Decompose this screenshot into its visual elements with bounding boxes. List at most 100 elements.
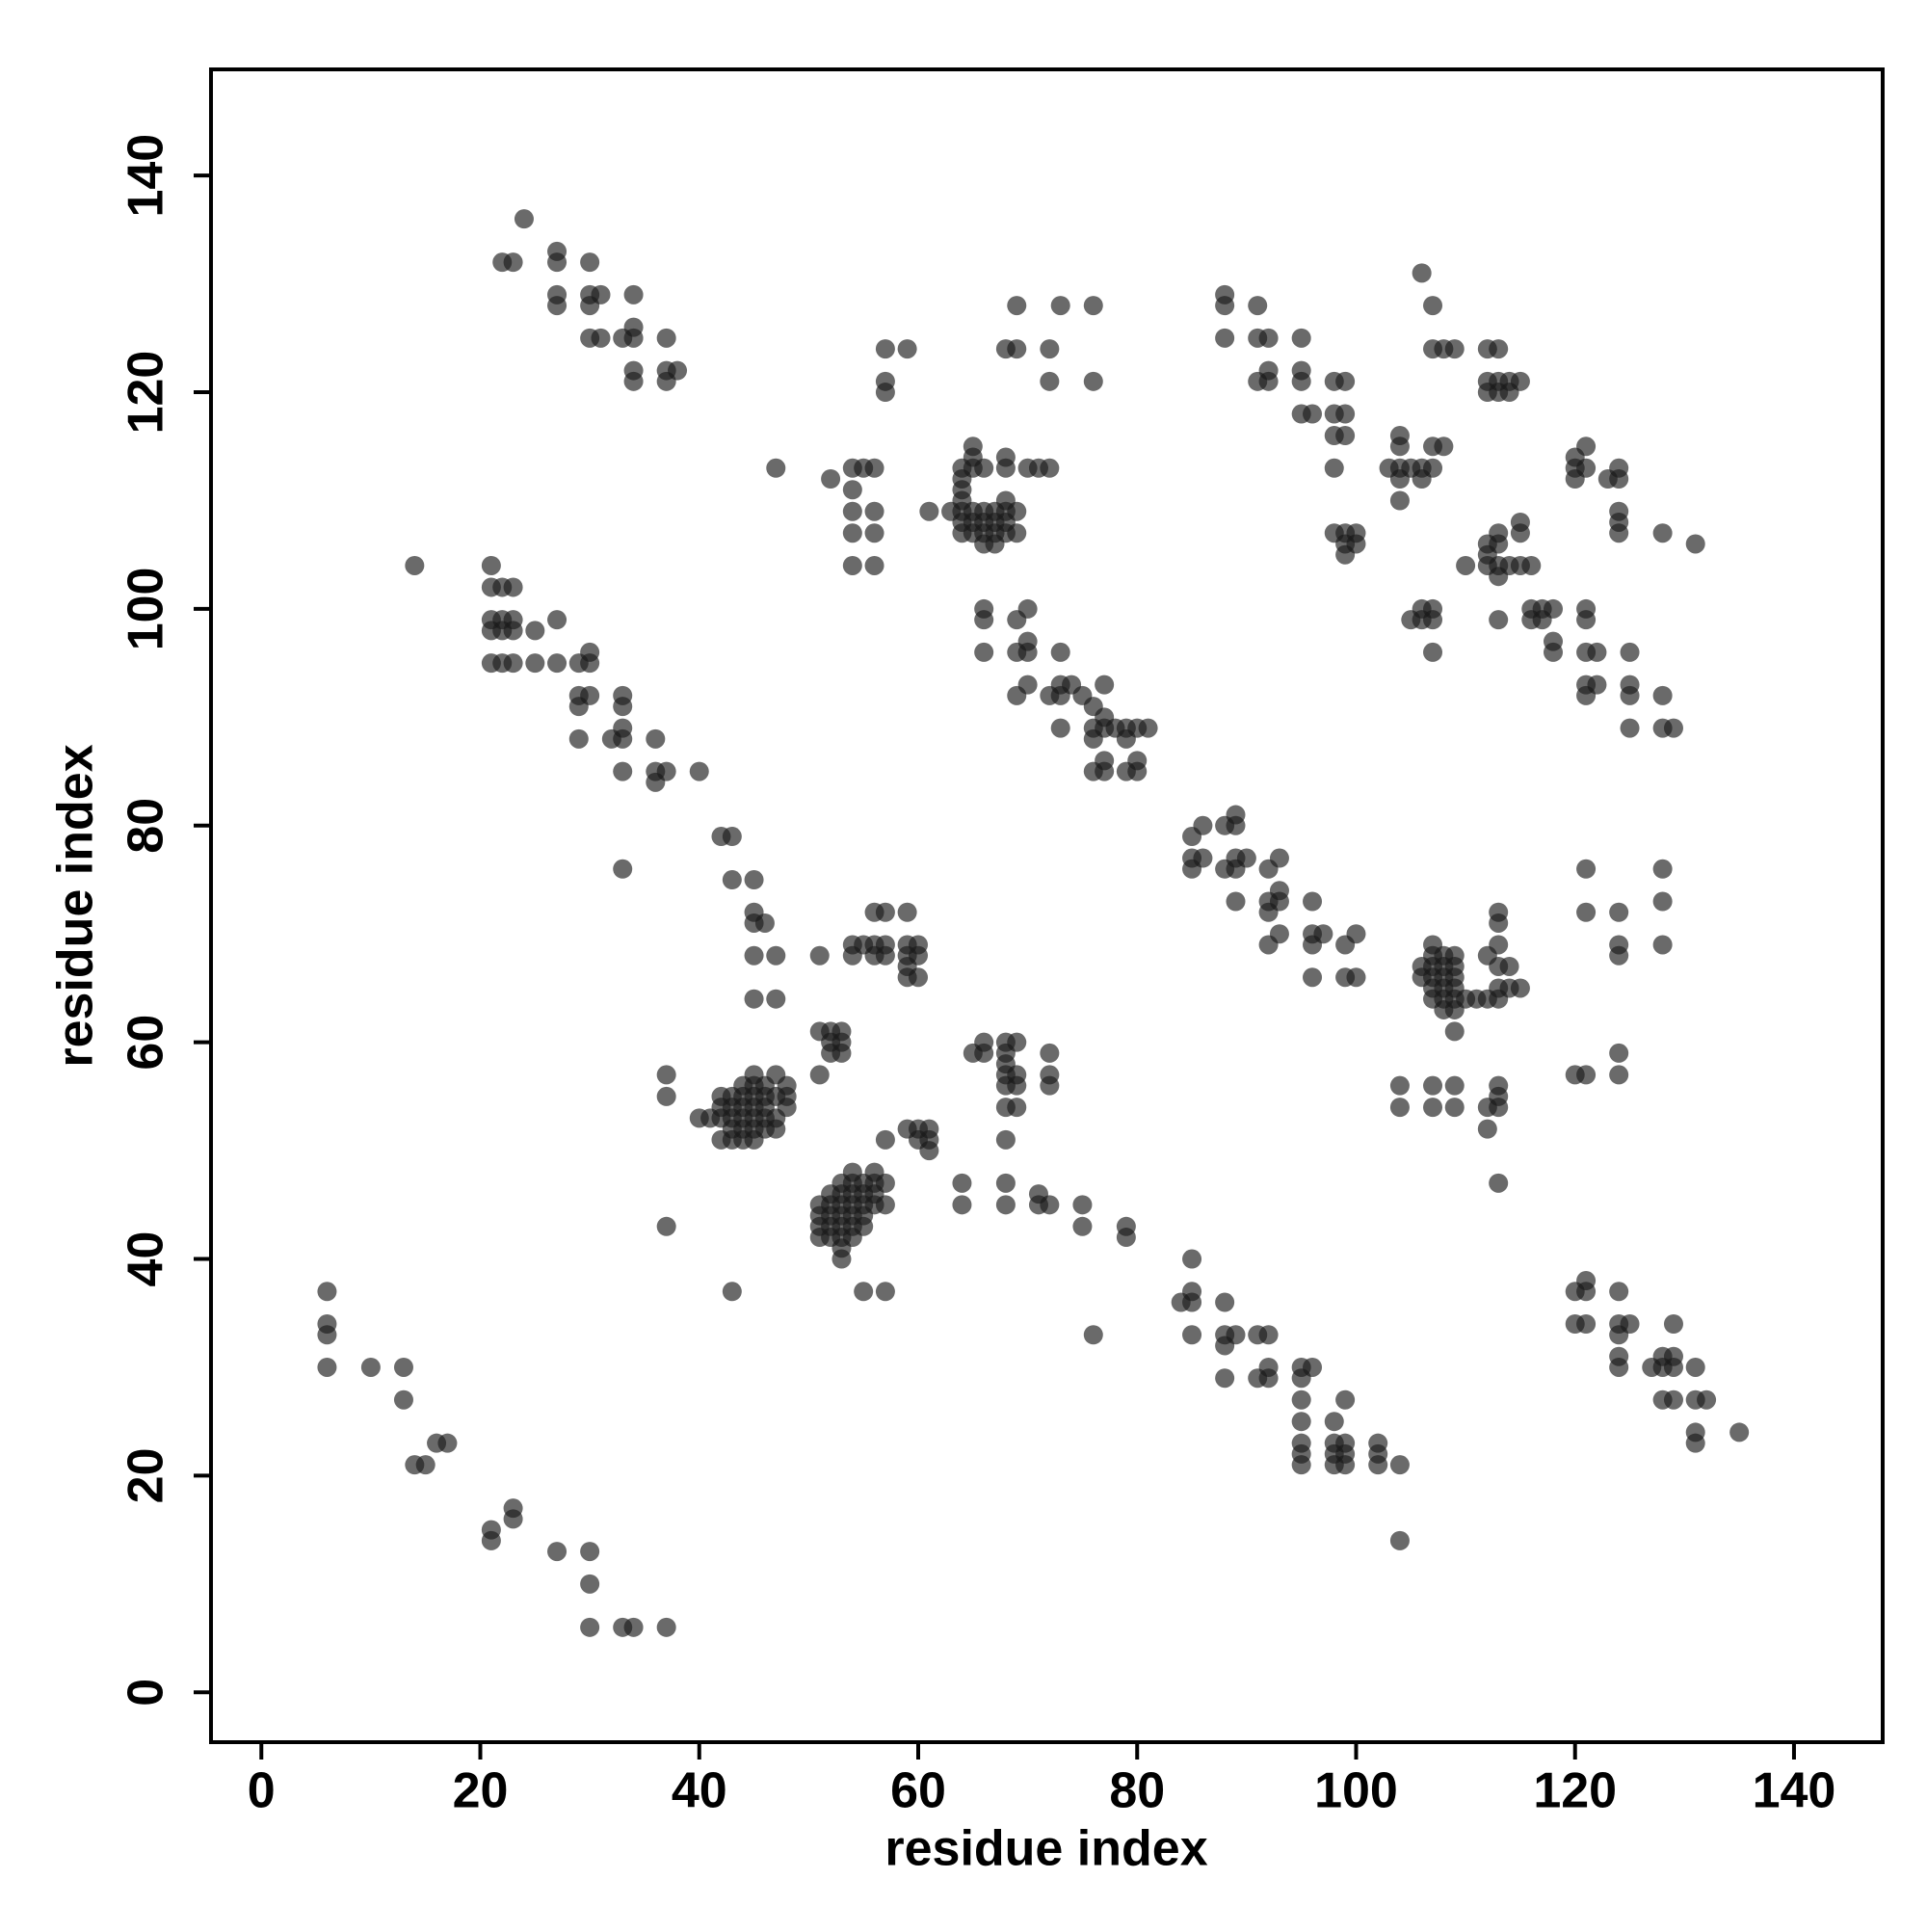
point xyxy=(568,728,589,749)
point xyxy=(864,501,884,521)
point xyxy=(766,989,786,1009)
point xyxy=(1456,555,1476,575)
point xyxy=(405,555,425,575)
point xyxy=(1248,296,1268,316)
y-tick-label: 140 xyxy=(119,134,174,218)
point xyxy=(864,523,884,543)
point xyxy=(1017,598,1038,619)
point xyxy=(317,1325,337,1345)
point xyxy=(1182,1325,1202,1345)
point xyxy=(832,1249,852,1269)
point xyxy=(1193,815,1213,835)
point xyxy=(1007,1075,1027,1096)
point xyxy=(1423,610,1443,630)
point xyxy=(503,1509,523,1529)
x-axis-title: residue index xyxy=(884,1821,1207,1877)
point xyxy=(1652,685,1673,705)
point xyxy=(1095,675,1115,695)
point xyxy=(623,371,644,391)
x-tick-label: 40 xyxy=(672,1763,727,1819)
point xyxy=(809,1065,830,1085)
point xyxy=(908,967,928,988)
point xyxy=(1215,296,1235,316)
point xyxy=(1609,1065,1629,1085)
point xyxy=(1489,610,1509,630)
point xyxy=(317,1357,337,1377)
point xyxy=(1083,1325,1103,1345)
point xyxy=(875,902,895,922)
point xyxy=(821,469,841,490)
point xyxy=(854,1216,874,1236)
point xyxy=(1389,490,1410,511)
point xyxy=(1095,761,1115,781)
point xyxy=(875,1173,895,1193)
x-tick-label: 120 xyxy=(1533,1763,1617,1819)
point xyxy=(1303,404,1323,424)
point xyxy=(656,1086,676,1106)
point xyxy=(547,296,568,316)
point xyxy=(1510,371,1530,391)
point xyxy=(722,870,742,890)
point xyxy=(503,653,523,674)
y-tick-label: 20 xyxy=(119,1447,174,1503)
point xyxy=(1368,1455,1388,1475)
point xyxy=(766,458,786,478)
point xyxy=(908,945,928,966)
point xyxy=(1609,902,1629,922)
point xyxy=(1083,728,1103,749)
point xyxy=(722,827,742,847)
point xyxy=(1226,1325,1246,1345)
point xyxy=(1313,924,1333,944)
point xyxy=(646,728,666,749)
point xyxy=(1335,404,1356,424)
y-tick-label: 0 xyxy=(119,1679,174,1707)
point xyxy=(1269,891,1289,912)
point xyxy=(623,284,644,304)
point xyxy=(722,1282,742,1302)
point xyxy=(1389,1530,1410,1550)
point xyxy=(1072,1195,1093,1215)
point xyxy=(580,252,600,273)
point xyxy=(1620,685,1640,705)
plot-frame xyxy=(209,67,1885,1744)
point xyxy=(1587,675,1607,695)
point xyxy=(656,1216,676,1236)
point xyxy=(854,1282,874,1302)
point xyxy=(1258,371,1279,391)
point xyxy=(1697,1389,1717,1410)
point xyxy=(1587,642,1607,662)
point xyxy=(1444,339,1465,359)
point xyxy=(1489,339,1509,359)
point xyxy=(744,945,764,966)
point xyxy=(568,697,589,717)
point xyxy=(1040,1075,1060,1096)
point xyxy=(919,1141,939,1161)
point xyxy=(897,339,917,359)
point xyxy=(1050,642,1070,662)
point xyxy=(1620,1314,1640,1334)
point xyxy=(1182,1249,1202,1269)
point xyxy=(711,1129,731,1150)
point xyxy=(766,1119,786,1139)
point xyxy=(974,458,994,478)
point xyxy=(1083,296,1103,316)
point xyxy=(995,458,1016,478)
point xyxy=(1258,1325,1279,1345)
point xyxy=(580,296,600,316)
point xyxy=(1007,296,1027,316)
point xyxy=(1040,1043,1060,1063)
point xyxy=(875,383,895,403)
point xyxy=(1652,935,1673,955)
point xyxy=(777,1098,797,1118)
point xyxy=(897,902,917,922)
point xyxy=(1007,501,1027,521)
point xyxy=(1489,534,1509,554)
point xyxy=(995,1173,1016,1193)
point xyxy=(481,555,501,575)
point xyxy=(1412,263,1432,283)
point xyxy=(481,1530,501,1550)
point xyxy=(1040,1195,1060,1215)
point xyxy=(1663,1357,1683,1377)
point xyxy=(875,1129,895,1150)
point xyxy=(1083,371,1103,391)
